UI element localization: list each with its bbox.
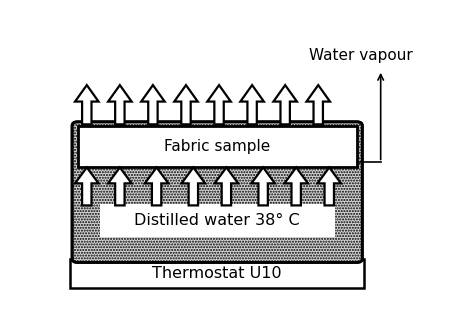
Polygon shape — [318, 167, 341, 205]
Bar — [100, 204, 335, 237]
Polygon shape — [284, 167, 308, 205]
Bar — [70, 259, 364, 288]
Polygon shape — [145, 167, 168, 205]
Polygon shape — [273, 85, 297, 124]
Polygon shape — [108, 167, 132, 205]
Text: Thermostat U10: Thermostat U10 — [153, 266, 282, 281]
Polygon shape — [75, 85, 99, 124]
Text: Distilled water 38° C: Distilled water 38° C — [135, 213, 300, 228]
Bar — [78, 126, 357, 167]
Polygon shape — [307, 85, 330, 124]
Polygon shape — [108, 85, 132, 124]
Polygon shape — [182, 167, 205, 205]
Text: Fabric sample: Fabric sample — [164, 139, 270, 154]
Text: Water vapour: Water vapour — [309, 48, 412, 63]
FancyBboxPatch shape — [72, 122, 362, 263]
Polygon shape — [141, 85, 164, 124]
Polygon shape — [240, 85, 264, 124]
Polygon shape — [207, 85, 231, 124]
Polygon shape — [215, 167, 238, 205]
Polygon shape — [174, 85, 198, 124]
Polygon shape — [75, 167, 99, 205]
Polygon shape — [251, 167, 275, 205]
